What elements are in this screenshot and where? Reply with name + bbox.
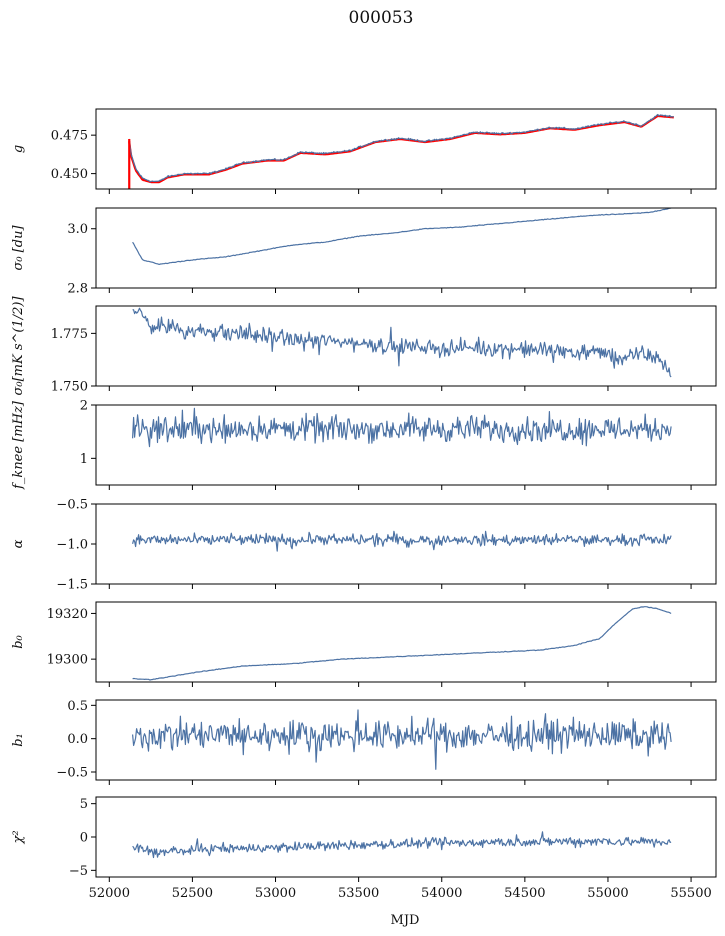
x-tick-label: 54000 [421,886,462,901]
panel-frame [95,108,717,190]
panel-alpha: −1.5 −1.0 −0.5 α [11,498,717,593]
y-tick-label: 1 [80,452,88,467]
y-tick-label: 0 [80,831,88,846]
panel-frame [95,699,717,781]
y-tick-label: 2 [80,399,88,414]
y-tick-label: 5 [80,797,88,812]
y-tick-label: 0.5 [67,699,88,714]
series-line-alpha-0 [132,530,672,552]
y-axis-label: σ₀[mK s^(1/2)] [11,296,26,396]
series-line-fknee-0 [132,407,672,448]
panel-b0: 19300 19320 b₀ [11,601,717,687]
y-tick-label: 0.450 [51,167,88,182]
panel-frame [95,601,717,683]
x-tick-label: 55000 [587,886,628,901]
series-line-b0-0 [132,606,672,681]
panel-frame [95,305,717,387]
panel-b1: −0.5 0.0 0.5 b₁ [11,699,717,785]
x-tick-label: 53000 [255,886,296,901]
x-tick-label: 55500 [670,886,711,901]
panel-sigma0_du: 2.8 3.0 σ₀ [du] [11,207,717,297]
x-axis-label: MJD [391,913,420,928]
y-tick-label: 19320 [47,607,88,622]
y-axis-label: b₁ [11,733,26,747]
y-tick-label: 3.0 [67,222,88,237]
x-tick-label: 53500 [338,886,379,901]
series-line-sigma0_mks-0 [132,307,672,378]
y-axis-label: b₀ [11,634,26,648]
panel-chi2: −5 0 5 52000 52500 53000 53500 54000 54500 55000 5… [11,796,717,901]
y-axis-label: σ₀ [du] [11,225,26,271]
panel-frame [95,404,717,486]
panel-fknee: 1 2 f_knee [mHz] [11,399,717,490]
figure-title: 000053 [349,8,414,28]
y-axis-label: g [11,145,26,153]
y-tick-label: −5 [69,864,88,879]
y-tick-label: 1.750 [51,380,88,395]
y-tick-label: 2.8 [67,282,88,297]
panel-sigma0_mks: 1.750 1.775 σ₀[mK s^(1/2)] [11,296,717,396]
y-tick-label: −0.5 [56,766,88,781]
series-line-sigma0_du-0 [132,208,672,265]
panel-frame [95,796,717,878]
y-tick-label: 1.775 [51,327,88,342]
x-tick-label: 54500 [504,886,545,901]
y-tick-label: −1.0 [56,538,88,553]
series-line-b1-0 [132,709,672,770]
y-axis-label: χ² [11,830,26,844]
panels: 0.450 0.475 g 2.8 3.0 σ₀ [du] 1.750 1.775 σ₀[mK … [11,108,717,901]
x-tick-label: 52000 [89,886,130,901]
y-tick-label: −1.5 [56,578,88,593]
y-axis-label: α [11,539,26,548]
x-tick-label: 52500 [172,886,213,901]
y-axis-label: f_knee [mHz] [11,400,26,490]
y-tick-label: −0.5 [56,498,88,513]
series-line-g-0 [128,113,674,183]
panel-g: 0.450 0.475 g [11,108,717,194]
y-tick-label: 19300 [47,653,88,668]
y-tick-label: 0.0 [67,732,88,747]
series-line-chi2-0 [132,831,672,859]
panel-frame [95,207,717,289]
y-tick-label: 0.475 [51,129,88,144]
